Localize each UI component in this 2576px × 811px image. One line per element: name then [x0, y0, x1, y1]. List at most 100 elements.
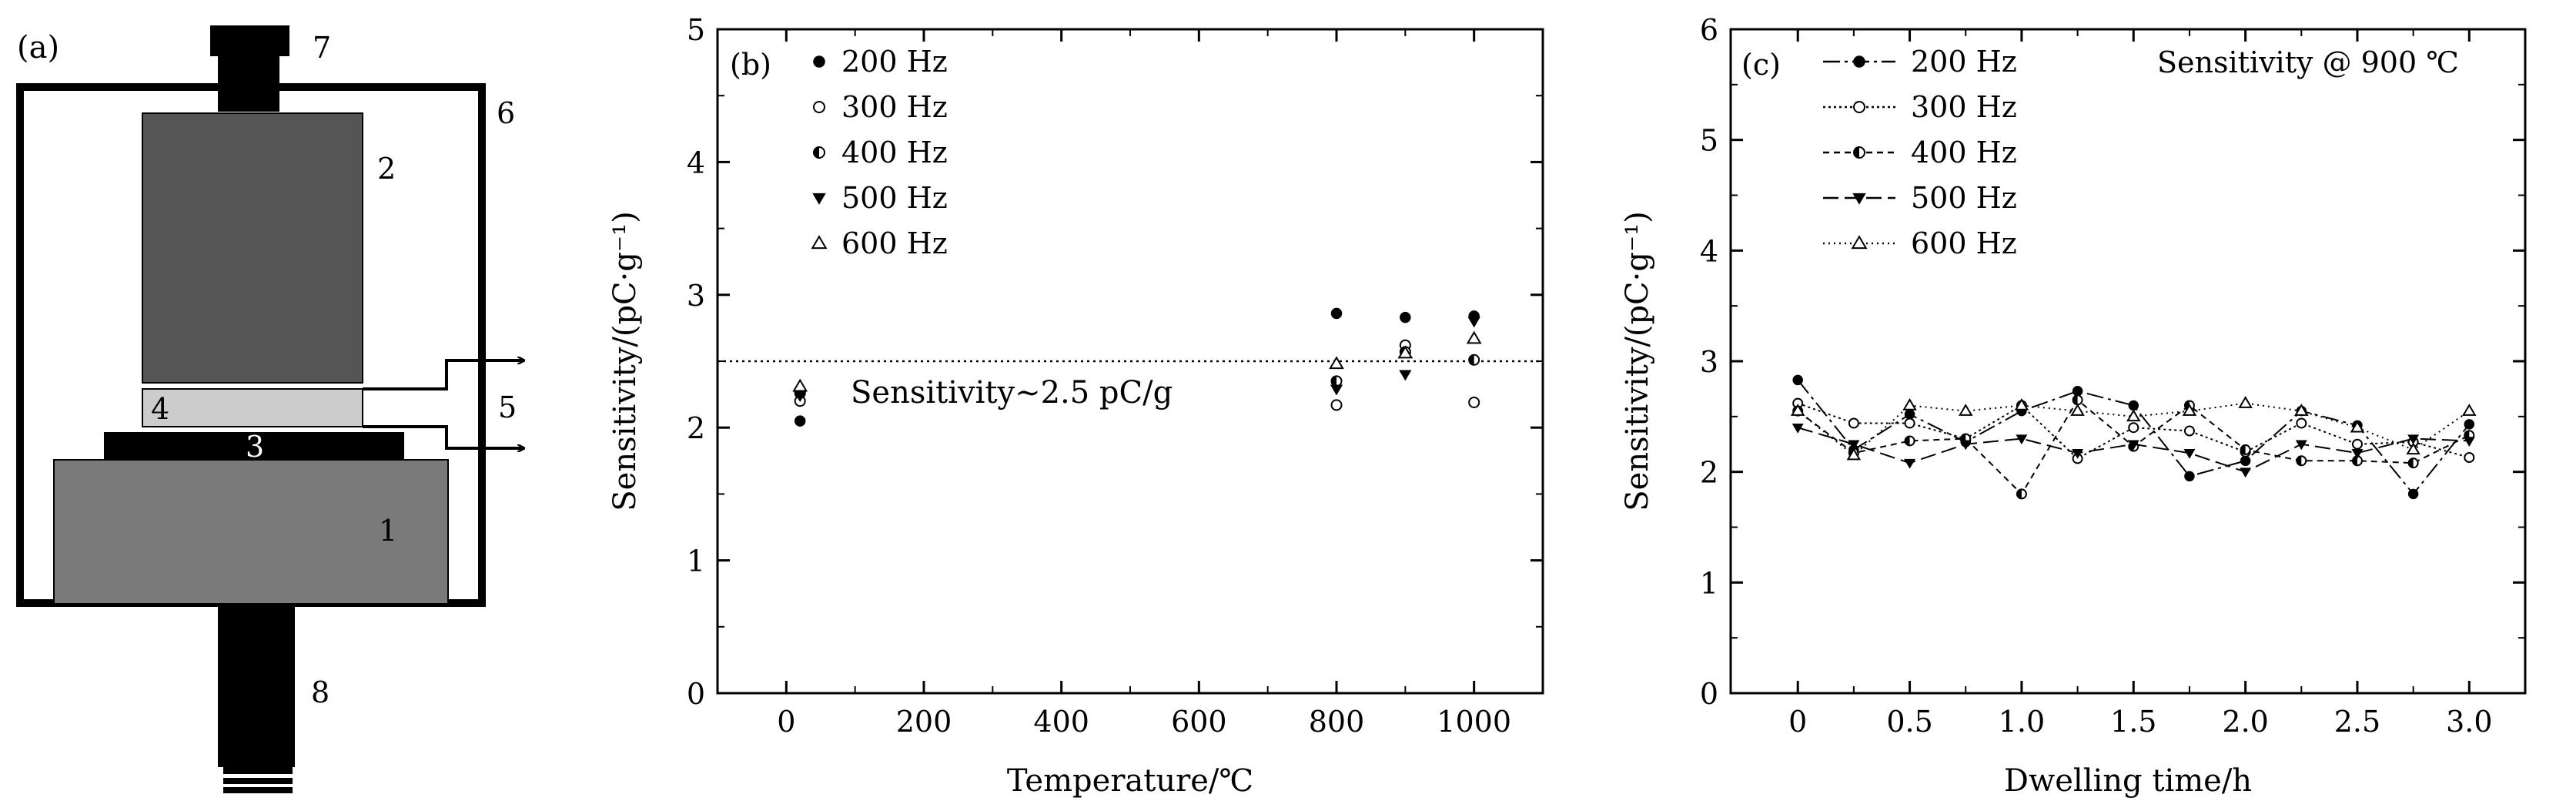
y-axis-label-b: Sensitivity/(pC·g⁻¹): [607, 211, 643, 511]
part-label-7: 7: [313, 31, 331, 65]
point-c-s3-3: [1959, 440, 1972, 451]
legend-marker-c-4: [1851, 235, 1868, 250]
point-b-s4-2: [1397, 345, 1413, 359]
legend-entry-b: 200 Hz: [813, 45, 948, 79]
point-c-s1-2: [1904, 417, 1915, 429]
legend-marker-c-0: [1853, 55, 1865, 68]
panel-c-label: (c): [1741, 48, 1781, 82]
point-c-s3-1: [1848, 440, 1860, 451]
point-c-s0-11: [2407, 488, 2419, 500]
b-x-tick-label: 400: [1033, 705, 1089, 739]
sensor-element: [142, 388, 363, 427]
point-c-s4-10: [2350, 420, 2365, 433]
c-x-tick-label: 1.5: [2110, 705, 2156, 739]
point-b-s2-3: [1468, 354, 1480, 366]
point-c-s4-2: [1902, 397, 1917, 411]
point-b-s0-1: [1330, 307, 1343, 320]
point-b-s3-2: [1399, 370, 1412, 381]
b-x-tick-label: 0: [777, 705, 795, 739]
b-x-tick-label: 200: [896, 705, 952, 739]
part-label-3: 3: [246, 430, 264, 464]
c-y-tick-label: 5: [1700, 124, 1718, 158]
point-c-s4-11: [2406, 442, 2420, 455]
bottom-rod: [218, 603, 295, 767]
x-axis-label-b: Temperature/℃: [1007, 763, 1253, 799]
point-b-s0-2: [1400, 311, 1411, 323]
b-x-tick-label: 800: [1309, 705, 1365, 739]
point-c-s0-2: [1904, 409, 1915, 420]
point-b-s4-1: [1329, 356, 1344, 370]
plot-frame-c: [1729, 28, 2527, 695]
series-line-c-0: [1797, 379, 2471, 495]
point-b-s4-0: [792, 378, 808, 392]
point-b-s1-1: [1330, 399, 1343, 411]
point-c-s3-0: [1791, 423, 1804, 434]
point-c-s4-12: [2462, 404, 2477, 416]
point-c-s3-4: [2016, 434, 2028, 445]
point-b-s0-0: [794, 415, 806, 427]
point-c-s3-7: [2183, 448, 2196, 459]
part-label-4: 4: [151, 392, 169, 426]
point-c-s2-11: [2407, 457, 2419, 469]
legend-label-c: 200 Hz: [1911, 45, 2017, 79]
c-x-tick-label: 2.0: [2222, 705, 2268, 739]
point-c-s0-5: [2072, 386, 2083, 397]
legend-entry-c: 500 Hz: [1823, 181, 2017, 215]
panel-a-schematic: (a) 1 2 3 4 5 6 7 8: [16, 25, 524, 793]
series-c-500-Hz: [1791, 423, 2475, 478]
legend-entry-b: 300 Hz: [813, 90, 948, 124]
point-c-s0-12: [2464, 419, 2475, 430]
legend-marker-c-2: [1853, 146, 1865, 159]
legend-marker-b-0: [813, 55, 825, 68]
point-c-s3-2: [1904, 458, 1916, 469]
c-x-tick-label: 2.5: [2334, 705, 2380, 739]
panel-a-label: (a): [17, 30, 59, 65]
point-b-s2-1: [1330, 375, 1343, 387]
legend-marker-b-1: [813, 101, 825, 113]
point-c-s4-4: [2014, 397, 2029, 411]
point-c-s1-1: [1848, 417, 1859, 429]
legend-entry-c: 200 Hz: [1823, 45, 2017, 79]
base-plate: [104, 432, 404, 461]
b-y-tick-label: 2: [687, 411, 705, 445]
series-b-300-Hz: [794, 339, 1480, 411]
c-y-tick-label: 2: [1700, 456, 1718, 490]
b-y-tick-label: 4: [687, 146, 705, 179]
point-c-s1-10: [2351, 438, 2363, 450]
c-x-tick-label: 0: [1788, 705, 1807, 739]
point-c-s0-6: [2128, 400, 2139, 411]
legend-label-b: 500 Hz: [841, 181, 948, 215]
point-c-s3-8: [2240, 467, 2252, 478]
point-c-s4-1: [1846, 447, 1862, 461]
b-y-tick-label: 3: [687, 279, 705, 313]
series-b-500-Hz: [794, 317, 1480, 402]
legend-label-b: 300 Hz: [841, 90, 948, 124]
panel-b-chart: (b) 0 1 2 3 4 5 0 200 400 600 800 1000 Temperature/…: [607, 13, 1544, 799]
c-y-tick-label: 0: [1700, 677, 1718, 711]
point-c-s4-6: [2126, 409, 2141, 422]
legend-label-c: 400 Hz: [1911, 136, 2017, 169]
legend-marker-b-3: [812, 193, 826, 205]
point-c-s0-8: [2240, 455, 2251, 467]
point-b-s1-3: [1468, 396, 1480, 408]
legend-label-c: 500 Hz: [1911, 181, 2017, 215]
legend-entry-c: 300 Hz: [1823, 90, 2017, 124]
point-c-s4-7: [2182, 404, 2197, 416]
point-c-s2-8: [2240, 444, 2251, 455]
series-b-600-Hz: [792, 330, 1482, 392]
b-y-tick-label: 1: [687, 545, 705, 578]
point-b-s4-3: [1466, 330, 1482, 344]
series-b-200-Hz: [794, 307, 1480, 427]
bottom-connector-2: [223, 778, 293, 784]
mass-block: [142, 112, 363, 384]
base-block: [53, 459, 449, 605]
legend-label-c: 300 Hz: [1911, 90, 2017, 124]
point-c-s3-6: [2127, 440, 2139, 451]
legend-b: 200 Hz 300 Hz 400 Hz 500 Hz 600 Hz: [811, 45, 948, 260]
c-y-tick-label: 3: [1700, 345, 1718, 379]
point-c-s1-6: [2128, 422, 2139, 434]
b-y-tick-label: 0: [687, 677, 705, 711]
point-b-s3-3: [1467, 317, 1480, 328]
point-c-s3-9: [2295, 440, 2307, 451]
point-c-s2-4: [2016, 488, 2027, 500]
